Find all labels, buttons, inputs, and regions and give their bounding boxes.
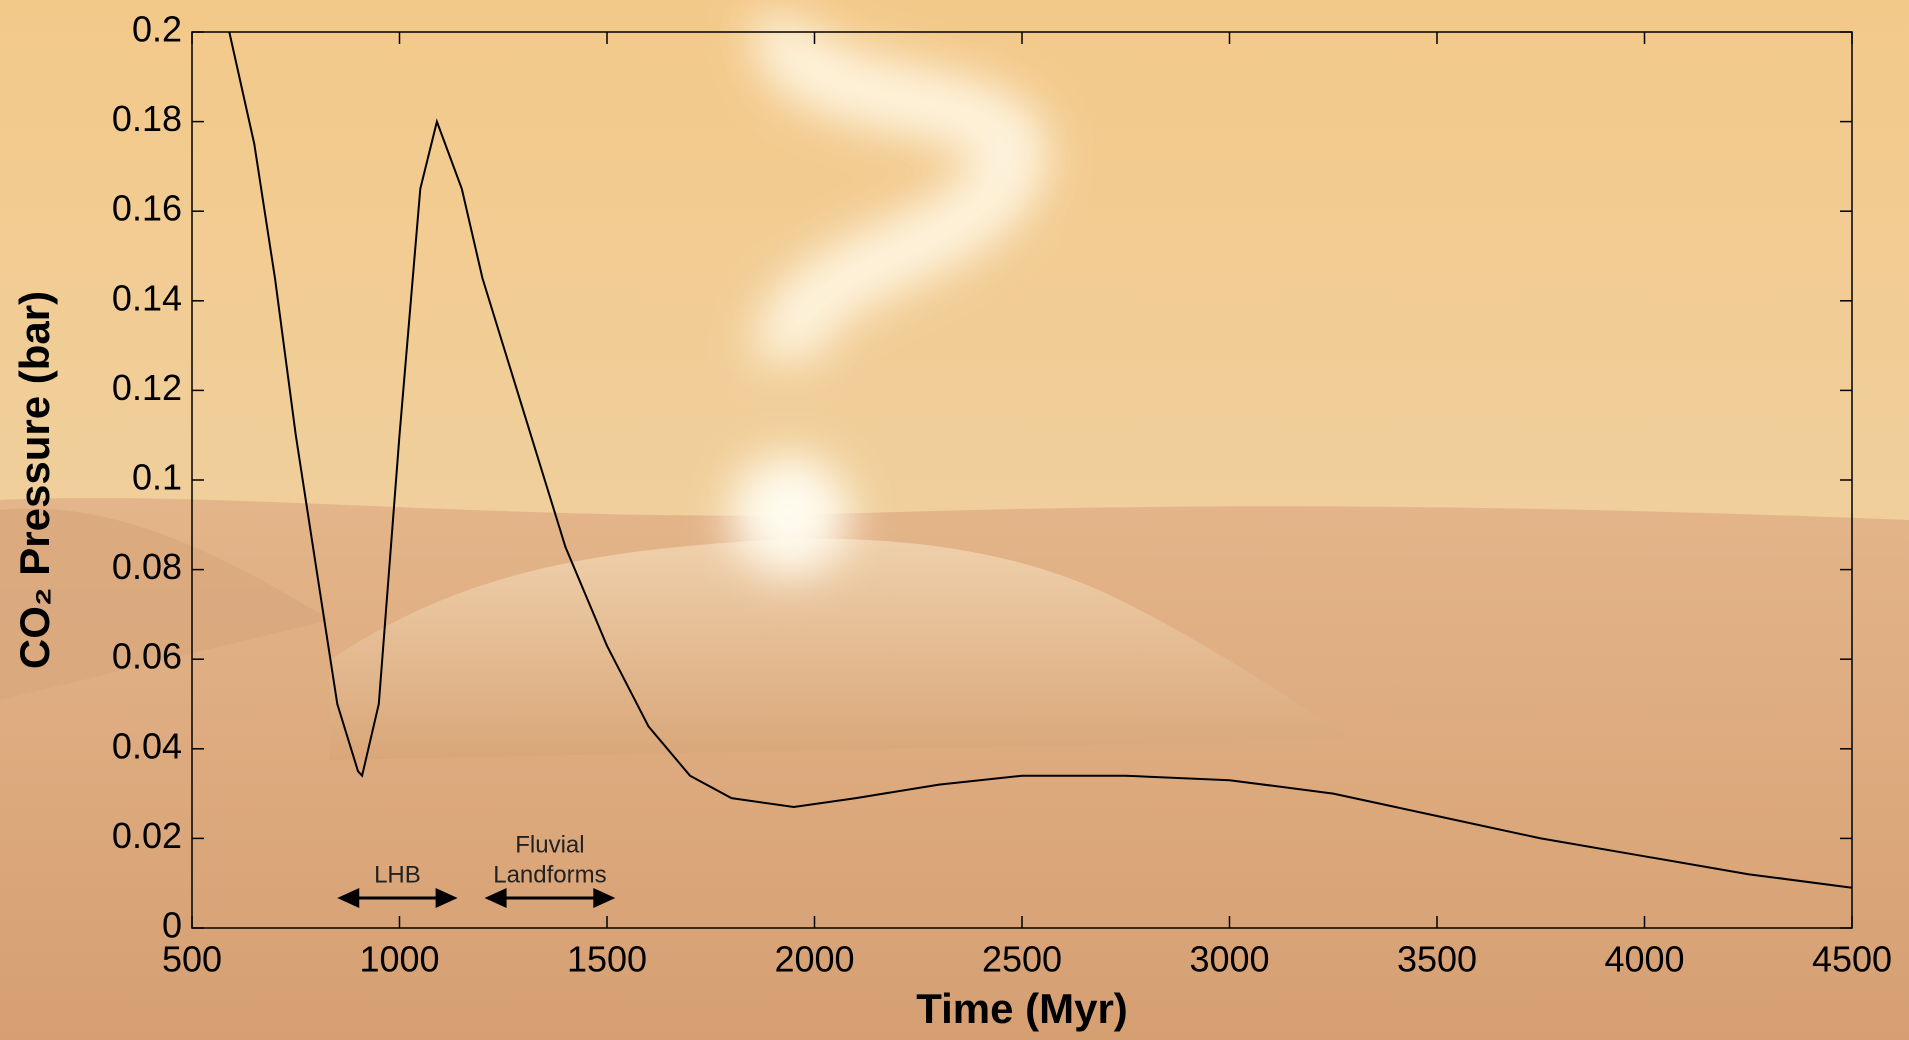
y-tick-label: 0.18	[112, 98, 182, 139]
x-tick-label: 2000	[774, 939, 854, 980]
arrow-head	[593, 888, 616, 908]
y-tick-label: 0.02	[112, 815, 182, 856]
x-tick-label: 1500	[567, 939, 647, 980]
data-line	[228, 31, 1853, 889]
y-tick-label: 0.06	[112, 636, 182, 677]
y-tick-label: 0.2	[132, 9, 182, 50]
x-tick-label: 3000	[1189, 939, 1269, 980]
y-tick-label: 0.14	[112, 277, 182, 318]
annotation-text: Fluvial	[515, 831, 584, 858]
annotation-text: Landforms	[493, 861, 606, 888]
question-mark-dot	[730, 455, 850, 575]
arrow-head	[337, 888, 360, 908]
x-tick-label: 3500	[1397, 939, 1477, 980]
x-tick-label: 2500	[982, 939, 1062, 980]
x-axis-label: Time (Myr)	[916, 985, 1128, 1032]
y-tick-label: 0.08	[112, 546, 182, 587]
y-tick-label: 0.16	[112, 188, 182, 229]
x-tick-label: 4500	[1812, 939, 1892, 980]
annotation-text: LHB	[374, 861, 421, 888]
x-tick-label: 4000	[1604, 939, 1684, 980]
y-tick-label: 0.04	[112, 725, 182, 766]
x-tick-label: 1000	[359, 939, 439, 980]
arrow-head	[435, 888, 458, 908]
question-mark-glow	[753, 10, 1049, 364]
y-tick-label: 0	[162, 905, 182, 946]
x-tick-label: 500	[162, 939, 222, 980]
left-hill	[0, 508, 330, 700]
arrow-head	[484, 888, 507, 908]
y-tick-label: 0.1	[132, 457, 182, 498]
y-tick-label: 0.12	[112, 367, 182, 408]
y-axis-label: CO₂ Pressure (bar)	[11, 291, 58, 669]
